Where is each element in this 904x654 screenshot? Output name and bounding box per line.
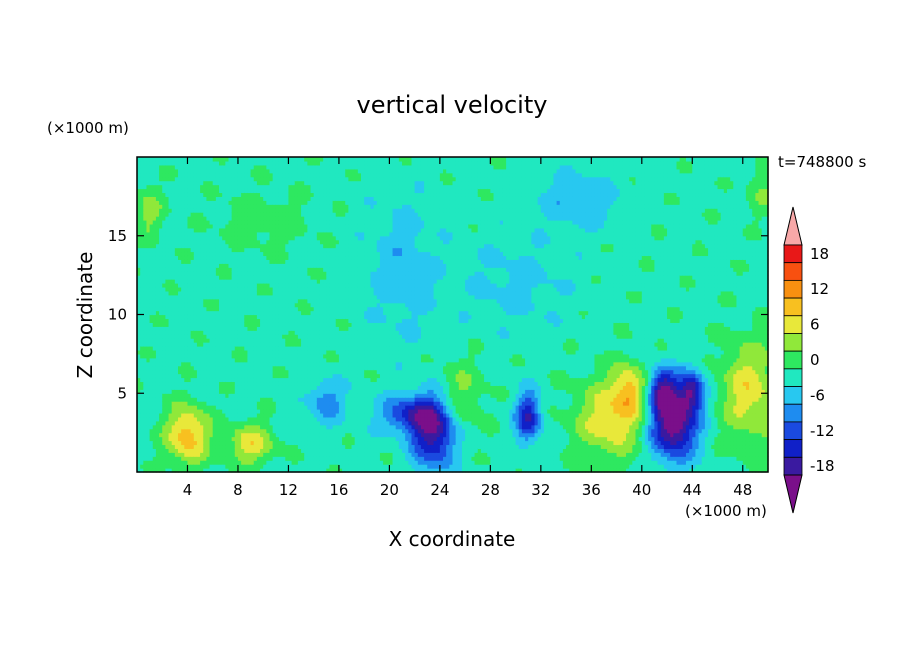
contour-field <box>137 157 769 473</box>
chart-title: vertical velocity <box>357 91 548 119</box>
time-label: t=748800 s <box>778 153 866 171</box>
y-unit-label: (×1000 m) <box>47 119 129 137</box>
